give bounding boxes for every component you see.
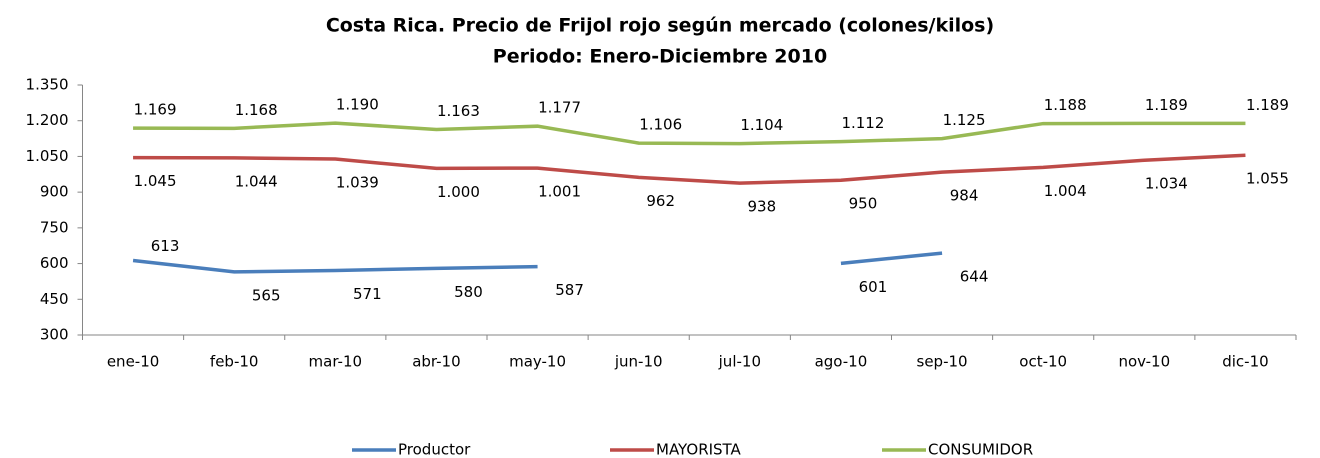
x-tick-label: may-10 <box>509 353 566 371</box>
data-label: 1.055 <box>1246 170 1289 188</box>
data-label: 938 <box>747 198 776 216</box>
data-label: 571 <box>353 285 382 303</box>
x-tick-label: sep-10 <box>917 353 968 371</box>
x-tick-label: feb-10 <box>210 353 259 371</box>
x-tick-label: ene-10 <box>107 353 159 371</box>
x-tick-label: nov-10 <box>1118 353 1170 371</box>
chart-title: Costa Rica. Precio de Frijol rojo según … <box>326 15 994 37</box>
y-tick-label: 450 <box>40 290 69 308</box>
data-label: 1.188 <box>1044 96 1087 114</box>
data-label: 644 <box>960 268 989 286</box>
data-label: 601 <box>859 278 888 296</box>
chart-subtitle: Periodo: Enero-Diciembre 2010 <box>493 46 827 68</box>
data-label: 1.106 <box>639 116 682 134</box>
data-label: 950 <box>849 195 878 213</box>
data-label: 587 <box>555 281 584 299</box>
x-tick-label: jun-10 <box>614 353 663 371</box>
data-label: 1.004 <box>1044 182 1087 200</box>
legend-label: Productor <box>398 441 471 458</box>
data-label: 1.190 <box>336 96 379 114</box>
data-label: 613 <box>151 237 180 255</box>
x-tick-label: abr-10 <box>412 353 460 371</box>
data-label: 1.039 <box>336 174 379 192</box>
data-label: 1.169 <box>134 101 177 119</box>
data-label: 984 <box>950 187 979 205</box>
data-label: 580 <box>454 283 483 301</box>
data-label: 1.044 <box>235 172 278 190</box>
data-label: 565 <box>252 286 281 304</box>
data-label: 1.189 <box>1145 96 1188 114</box>
data-label: 1.163 <box>437 102 480 120</box>
data-label: 1.034 <box>1145 175 1188 193</box>
legend-label: CONSUMIDOR <box>928 441 1033 458</box>
data-label: 1.001 <box>538 183 581 201</box>
x-tick-label: oct-10 <box>1019 353 1067 371</box>
x-tick-label: dic-10 <box>1222 353 1268 371</box>
y-tick-label: 1.350 <box>26 76 69 94</box>
y-tick-label: 1.050 <box>26 147 69 165</box>
data-label: 1.104 <box>740 116 783 134</box>
x-tick-label: ago-10 <box>815 353 868 371</box>
y-tick-label: 1.200 <box>26 111 69 129</box>
y-tick-label: 900 <box>40 183 69 201</box>
y-tick-label: 750 <box>40 218 69 236</box>
series-line <box>133 153 1246 185</box>
legend-label: MAYORISTA <box>656 441 742 458</box>
series-line <box>133 121 1246 146</box>
data-label: 1.112 <box>841 114 884 132</box>
data-label: 1.125 <box>943 111 986 129</box>
x-tick-label: mar-10 <box>309 353 363 371</box>
data-label: 1.168 <box>235 101 278 119</box>
x-tick-label: jul-10 <box>718 353 761 371</box>
y-tick-label: 300 <box>40 326 69 344</box>
data-label: 1.045 <box>134 172 177 190</box>
data-label: 1.000 <box>437 183 480 201</box>
y-tick-label: 600 <box>40 254 69 272</box>
data-label: 962 <box>646 192 675 210</box>
data-label: 1.177 <box>538 99 581 117</box>
series-line <box>132 251 943 274</box>
data-label: 1.189 <box>1246 96 1289 114</box>
